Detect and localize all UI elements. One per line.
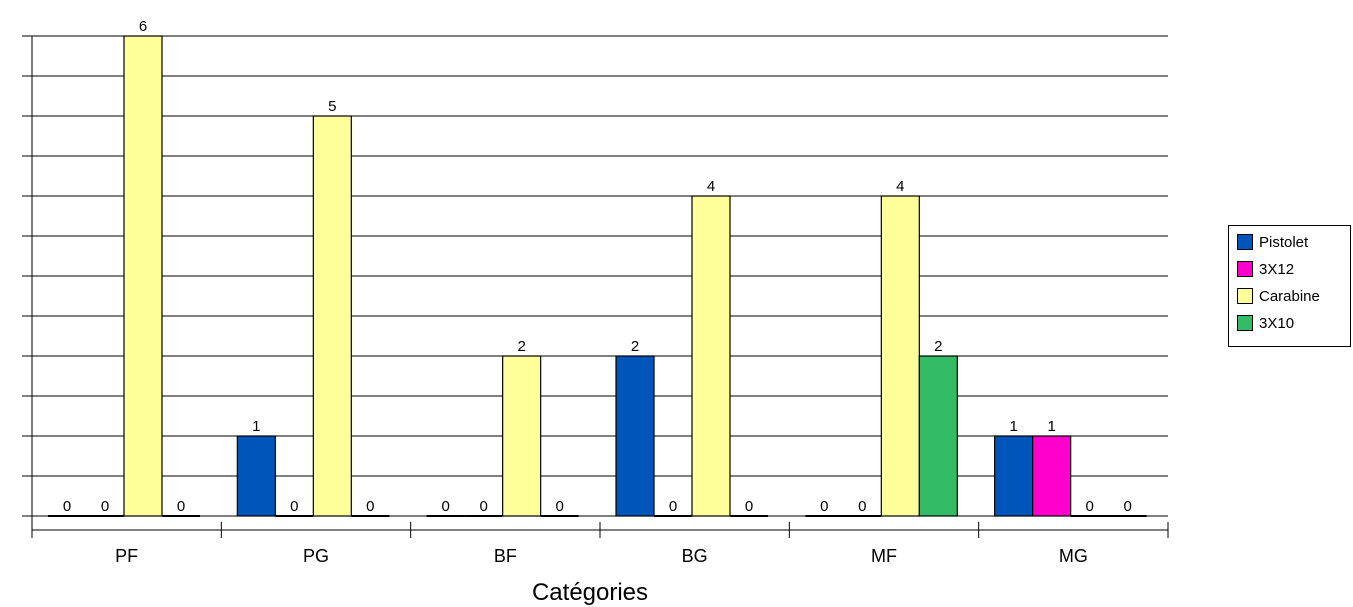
data-label: 0 — [479, 498, 487, 515]
bar — [880, 195, 920, 517]
bar — [502, 355, 542, 517]
legend-label: 3X12 — [1259, 260, 1295, 278]
legend-item-0: Pistolet — [1237, 232, 1308, 252]
data-label: 0 — [1085, 498, 1093, 515]
data-label: 0 — [820, 498, 828, 515]
category-label: BF — [494, 546, 517, 566]
category-label: PG — [303, 546, 329, 566]
legend: Pistolet 3X12 Carabine 3X10 — [1228, 225, 1351, 347]
data-label: 1 — [252, 418, 260, 435]
category-label: BG — [682, 546, 708, 566]
legend-item-3: 3X10 — [1237, 313, 1294, 333]
data-label: 5 — [328, 98, 336, 115]
legend-swatch — [1237, 288, 1253, 304]
data-label: 0 — [63, 498, 71, 515]
data-label: 6 — [139, 18, 147, 35]
data-label: 0 — [1123, 498, 1131, 515]
x-axis-title: Catégories — [532, 579, 648, 606]
legend-swatch — [1237, 234, 1253, 250]
data-label: 0 — [669, 498, 677, 515]
legend-swatch — [1237, 315, 1253, 331]
legend-label: 3X10 — [1259, 314, 1295, 332]
legend-label: Carabine — [1259, 287, 1320, 305]
category-labels: PF PG BF BG MF MG — [115, 546, 1088, 566]
category-label: MF — [871, 546, 897, 566]
data-label: 0 — [177, 498, 185, 515]
data-label: 0 — [555, 498, 563, 515]
data-label: 0 — [858, 498, 866, 515]
x-axis-ticks — [31, 522, 1169, 538]
legend-swatch — [1237, 261, 1253, 277]
category-label: MG — [1059, 546, 1088, 566]
data-label: 0 — [745, 498, 753, 515]
gridlines — [22, 35, 1168, 517]
data-label: 0 — [101, 498, 109, 515]
data-label: 1 — [1009, 418, 1017, 435]
data-label: 0 — [441, 498, 449, 515]
data-label: 4 — [707, 178, 715, 195]
data-label: 2 — [934, 338, 942, 355]
bar — [1032, 435, 1072, 517]
bar — [918, 355, 958, 517]
bar — [312, 115, 352, 517]
data-label: 0 — [290, 498, 298, 515]
legend-label: Pistolet — [1259, 233, 1309, 251]
category-label: PF — [115, 546, 138, 566]
bars — [48, 35, 1147, 517]
bar — [123, 35, 163, 517]
data-label: 1 — [1047, 418, 1055, 435]
data-label: 4 — [896, 178, 904, 195]
bar — [236, 435, 276, 517]
bar — [691, 195, 731, 517]
legend-item-2: Carabine — [1237, 286, 1320, 306]
legend-item-1: 3X12 — [1237, 259, 1294, 279]
data-label: 2 — [631, 338, 639, 355]
data-label: 0 — [366, 498, 374, 515]
data-label: 2 — [517, 338, 525, 355]
bar — [615, 355, 655, 517]
bar — [994, 435, 1034, 517]
